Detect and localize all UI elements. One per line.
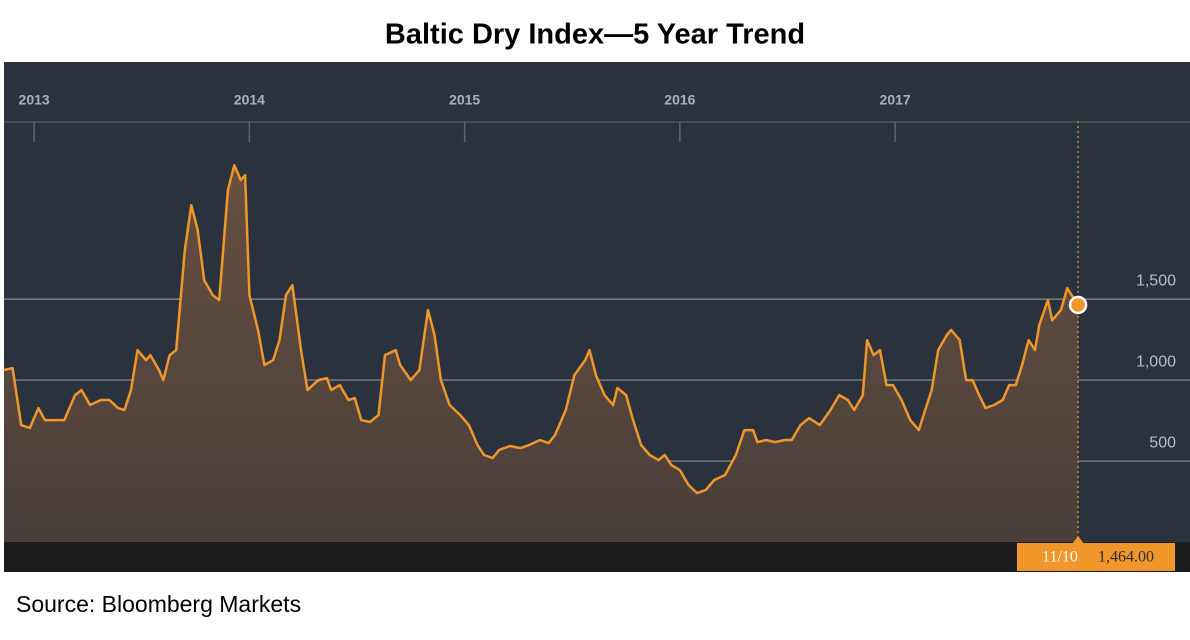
chart-title: Baltic Dry Index—5 Year Trend — [385, 19, 805, 51]
plot: 500 1,000 1,500 2013 2014 2015 2016 2017 11/10 1,… — [3, 92, 1190, 571]
area — [4, 165, 1079, 542]
bottom-bar — [4, 542, 1190, 572]
x-tick-label: 2016 — [664, 92, 695, 108]
line — [3, 163, 1080, 495]
source-note: Source: Bloomberg Markets — [16, 591, 301, 617]
x-tick-label: 2017 — [880, 92, 911, 108]
badge — [1017, 543, 1175, 571]
badge-pointer — [1072, 536, 1085, 544]
y-tick-label: 1,000 — [1136, 353, 1176, 370]
badge-date: 11/10 — [1042, 549, 1078, 566]
x-tick-label: 2013 — [19, 92, 50, 108]
x-tick-label: 2015 — [449, 92, 480, 108]
y-tick-label: 1,500 — [1136, 272, 1176, 289]
x-tick-label: 2014 — [234, 92, 265, 108]
current-point — [1068, 295, 1088, 315]
y-tick-label: 500 — [1149, 434, 1176, 451]
badge-value: 1,464.00 — [1098, 549, 1154, 566]
